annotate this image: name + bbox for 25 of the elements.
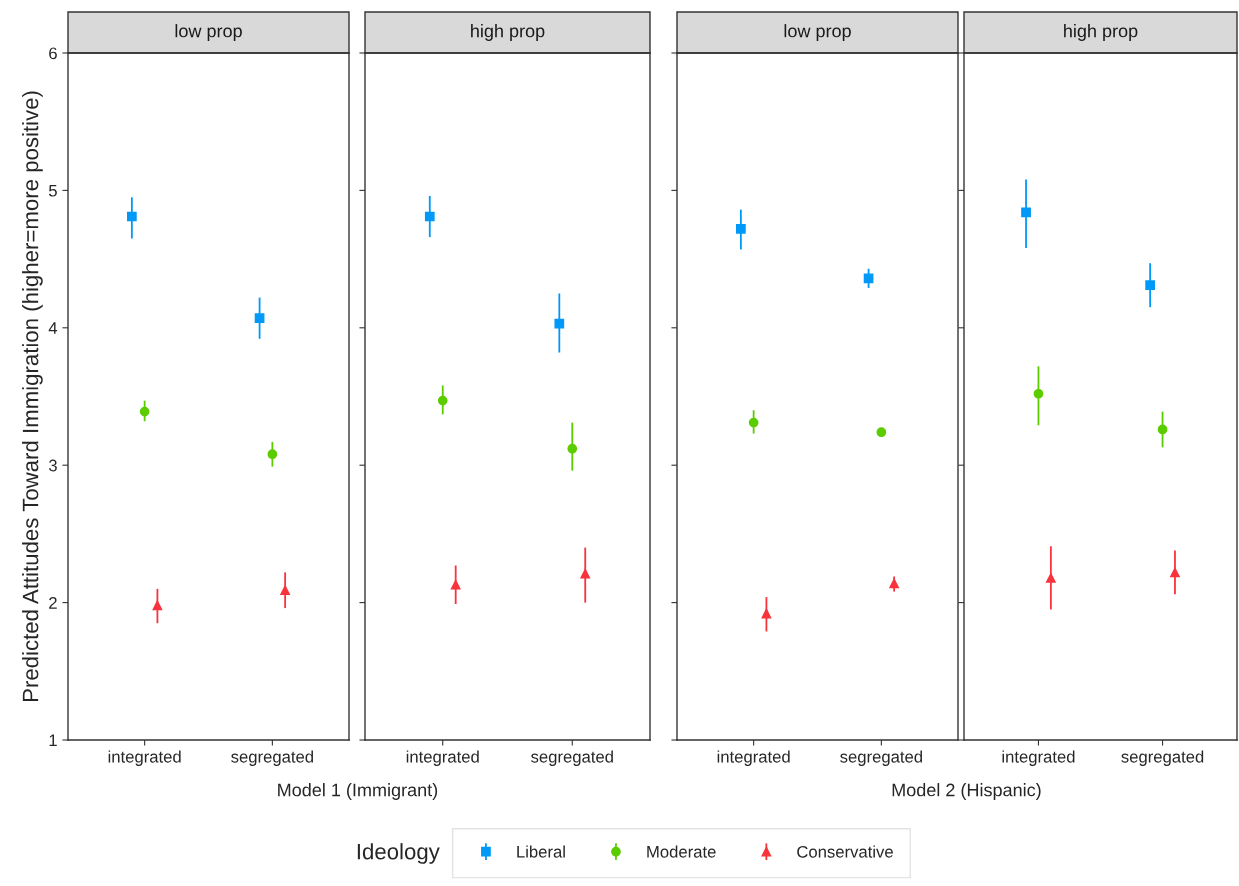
y-tick-label: 3 [48,459,57,472]
legend-label: Liberal [517,845,565,858]
x-tick-label: integrated [1002,750,1075,766]
y-tick-label: 5 [48,184,57,197]
legend-label: Conservative [797,845,893,858]
legend-title: Ideology [357,843,440,864]
legend-label: Moderate [647,845,716,858]
y-axis-title: Predicted Attitudes Toward Immigration (higher=more positive) [22,91,43,702]
chart-title: low prop [784,24,851,41]
y-tick-label: 2 [49,597,57,609]
chart-title: high prop [471,24,545,41]
y-tick-label: 4 [48,322,58,334]
x-tick-label: segregated [531,750,613,766]
x-tick-label: segregated [231,750,313,766]
x-axis-title: Model 2 (Hispanic) [892,783,1041,800]
y-tick-label: 1 [49,734,57,747]
x-axis-title: Model 1 (Immigrant) [278,783,438,800]
chart-title: high prop [1064,24,1138,41]
x-tick-label: integrated [108,750,181,766]
x-tick-label: integrated [717,750,790,766]
chart-title: low prop [175,24,242,41]
x-tick-label: integrated [406,750,479,766]
y-tick-label: 6 [49,47,57,60]
x-tick-label: segregated [1121,750,1204,766]
x-tick-label: segregated [840,750,922,766]
